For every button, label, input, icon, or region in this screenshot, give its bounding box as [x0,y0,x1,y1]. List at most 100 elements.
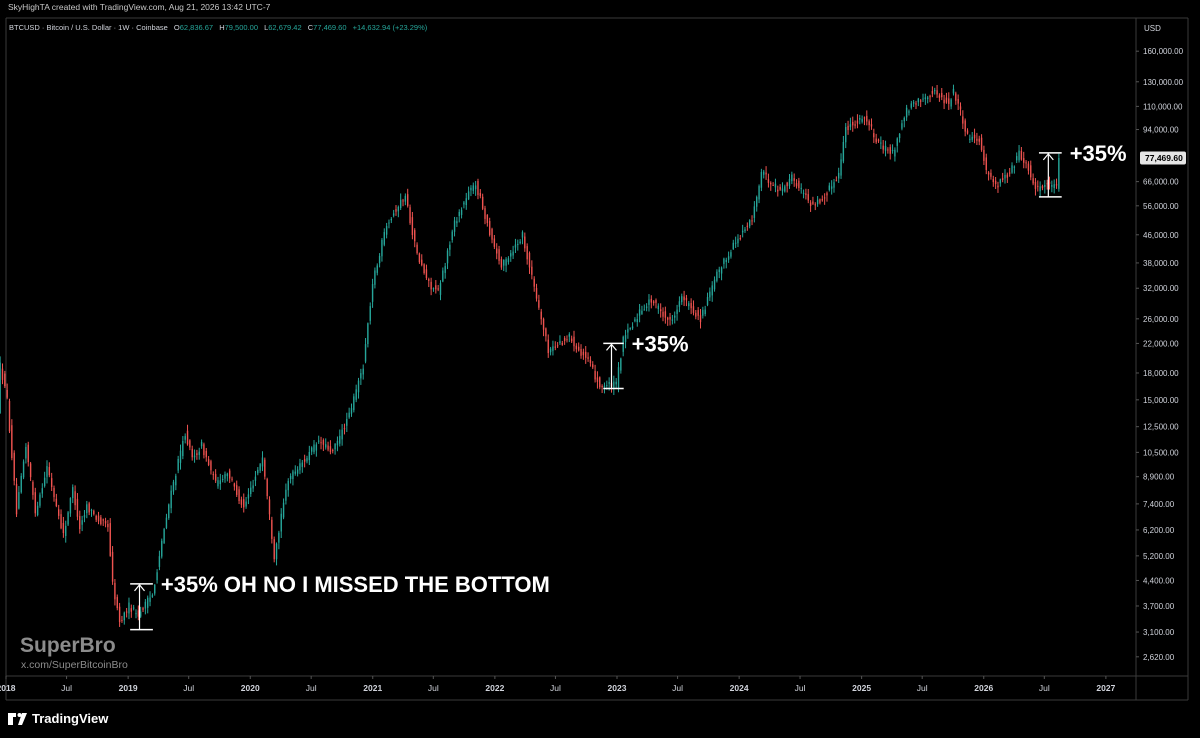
candle [922,93,924,102]
candle [385,222,388,239]
candle-body [346,418,348,426]
price-axis[interactable]: 160,000.00 130,000.00 110,000.00 94,000.00 6… [1136,47,1184,662]
candle [332,448,334,454]
candle-body [723,258,725,264]
candle-body [217,480,219,487]
watermark-handle: x.com/SuperBitcoinBro [21,659,128,671]
candle [186,424,189,446]
candle-body [538,300,540,308]
annotation-arrow-head [134,583,145,592]
candle [252,479,254,492]
candle [407,188,409,208]
candle-body [470,187,472,191]
candle-body [154,584,156,594]
candle-body [697,310,699,316]
candle [816,195,819,207]
candle-body [758,186,760,200]
candle-body [484,208,486,219]
change-value: +14,632.94 (+23.29%) [353,23,428,32]
candle-body [999,179,1002,184]
candle-body [1011,165,1013,173]
candle-body [456,221,458,224]
candle [540,308,542,325]
candle [866,110,868,126]
candle-body [725,259,727,263]
open-label: O [174,23,180,32]
candle-body [798,180,800,188]
candle-body [683,296,685,301]
time-axis[interactable]: 2018 Jul 2019 Jul 2020 Jul 2021 Jul 2022 Jul 2023 J… [0,676,1116,693]
watermark: SuperBro x.com/SuperBitcoinBro [20,634,128,671]
candle [941,87,943,101]
candle-body [577,346,580,351]
candle-body [444,266,446,273]
candle [13,450,15,486]
candle-body [781,188,784,192]
candle-body [903,117,905,122]
x-tick-label: 2021 [363,683,382,693]
candle-body [856,120,859,124]
candle-body [13,452,15,481]
candle [716,269,718,283]
candle-body [243,499,245,508]
candle [805,188,807,200]
candle-body [191,448,193,458]
candle [55,493,58,508]
candle-body [163,529,165,543]
candle-body [969,138,971,140]
candle-body [554,346,556,348]
candle [905,104,908,121]
candle [336,436,339,452]
candle-body [767,179,770,183]
candle [193,449,196,463]
candle [727,251,730,263]
candle-body [114,582,116,600]
candle-body [922,98,924,100]
candle-body [1030,165,1032,178]
candle [25,443,27,464]
candle [1055,178,1058,189]
candle-body [912,102,915,104]
annotation-label: +35% [1070,141,1127,166]
candle-body [875,138,877,143]
candle [355,384,357,403]
candle [669,312,671,326]
candle [306,455,308,464]
candle-body [86,504,88,514]
candle-body [763,171,765,175]
candle-body [57,509,60,516]
x-tick-label: Jul [795,683,806,693]
candle [156,569,158,584]
candle-body [273,539,275,560]
candle [847,120,849,135]
candle-body [596,377,599,382]
candle-body [240,499,243,505]
candle-body [343,428,346,430]
candle [118,602,121,627]
candle-body [1051,185,1053,187]
y-tick-label: 5,200.00 [1143,552,1175,561]
candle-body [667,317,669,320]
candle-body [280,513,282,532]
candle-body [631,326,634,329]
last-price-box [1140,151,1186,165]
candle-body [32,482,34,495]
candle-body [786,182,788,187]
candle [870,118,873,130]
candle-body [847,125,849,131]
candle-body [465,198,467,206]
candle-body [741,230,744,233]
candle [446,248,449,270]
candle-body [774,183,777,188]
candle [486,214,489,227]
candle-body [891,150,894,152]
tradingview-logo[interactable]: TradingView [8,711,109,726]
candle-body [849,124,852,127]
candle [348,407,350,419]
candle-body [676,309,678,314]
last-price-value: 77,469.60 [1145,153,1183,163]
candle-body [369,306,371,321]
candle [1046,179,1048,190]
y-tick-label: 26,000.00 [1143,315,1179,324]
candle-body [938,95,941,98]
